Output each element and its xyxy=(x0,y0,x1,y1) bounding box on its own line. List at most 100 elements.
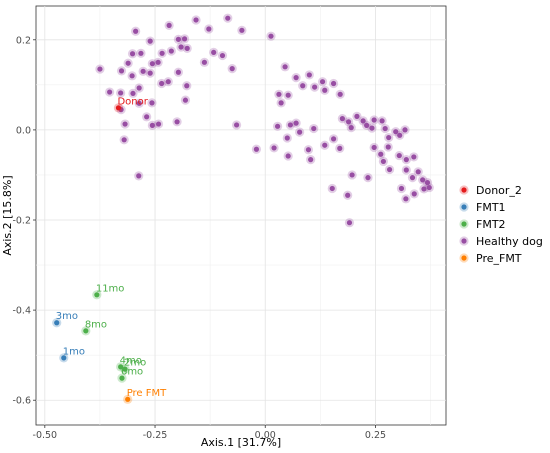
data-point xyxy=(211,49,217,56)
data-point xyxy=(285,153,291,159)
point-label: 1mo xyxy=(63,346,85,357)
data-point xyxy=(411,154,417,160)
data-point xyxy=(409,175,416,181)
data-point xyxy=(140,68,146,74)
data-point xyxy=(107,89,113,95)
data-points xyxy=(52,13,434,404)
x-axis-title: Axis.1 [31.7%] xyxy=(201,436,281,449)
x-tick-label: -0.50 xyxy=(33,430,58,441)
data-point xyxy=(138,50,144,56)
data-point xyxy=(396,152,402,159)
data-point xyxy=(253,146,260,152)
data-point xyxy=(380,158,386,165)
data-point xyxy=(398,185,405,192)
data-point xyxy=(83,328,89,334)
data-point xyxy=(426,184,432,191)
data-point xyxy=(421,186,427,192)
data-point xyxy=(94,292,100,298)
data-point xyxy=(386,134,392,141)
x-axis-ticks: -0.50 -0.25 0.00 0.25 xyxy=(33,425,386,441)
data-point xyxy=(159,50,165,56)
x-tick-label: 0.25 xyxy=(365,430,386,441)
data-point xyxy=(382,125,388,132)
data-point xyxy=(403,196,409,202)
data-point xyxy=(403,157,409,163)
data-point xyxy=(54,320,60,326)
data-point xyxy=(174,119,180,125)
data-point xyxy=(201,59,208,65)
data-point xyxy=(300,83,306,89)
data-point xyxy=(130,90,136,97)
major-gridlines xyxy=(36,6,446,425)
data-point xyxy=(184,45,190,51)
data-point xyxy=(402,127,408,133)
data-point xyxy=(293,75,299,81)
data-point xyxy=(415,169,421,175)
data-point xyxy=(175,69,181,75)
data-point xyxy=(219,52,226,59)
data-point xyxy=(61,355,67,361)
data-point xyxy=(144,114,150,120)
data-point xyxy=(166,22,172,28)
data-point xyxy=(268,33,274,39)
data-point xyxy=(403,167,409,173)
data-point xyxy=(346,220,353,226)
legend-key xyxy=(461,221,467,227)
data-point xyxy=(181,36,188,42)
legend-label: Healthy dog xyxy=(476,235,543,248)
data-point xyxy=(385,144,391,150)
data-point xyxy=(115,105,122,111)
data-point xyxy=(293,120,299,126)
data-point xyxy=(184,83,190,89)
data-point xyxy=(149,61,155,67)
y-axis-ticks: 0.2 0.0 -0.2 -0.4 -0.6 xyxy=(12,35,36,407)
data-point xyxy=(276,91,282,97)
data-point xyxy=(330,136,337,142)
point-label: 2mo xyxy=(124,358,146,369)
data-point xyxy=(274,123,281,129)
data-point xyxy=(424,180,431,186)
data-point xyxy=(147,38,153,44)
data-point xyxy=(233,122,240,128)
data-point xyxy=(369,125,375,131)
point-label: 3mo xyxy=(56,311,78,322)
data-point xyxy=(159,80,165,87)
data-point xyxy=(193,17,199,23)
point-label: 11mo xyxy=(96,283,125,294)
data-point xyxy=(155,121,162,127)
data-point xyxy=(297,129,303,135)
data-point xyxy=(271,145,277,151)
data-point xyxy=(337,91,343,97)
data-point xyxy=(311,125,317,132)
point-label: 6mo xyxy=(121,367,143,378)
y-tick-label: -0.6 xyxy=(12,396,31,407)
data-point xyxy=(393,129,399,135)
data-point xyxy=(339,116,345,122)
data-point xyxy=(175,36,181,42)
y-tick-label: -0.2 xyxy=(12,216,31,227)
data-point xyxy=(308,157,314,163)
data-point xyxy=(155,59,161,65)
legend-key xyxy=(461,187,467,193)
legend-label: Pre_FMT xyxy=(476,252,522,265)
legend-key xyxy=(461,204,467,210)
data-point xyxy=(282,64,288,70)
data-point xyxy=(122,366,128,372)
data-point xyxy=(149,100,155,106)
data-point xyxy=(322,87,328,93)
legend-key xyxy=(461,238,467,244)
point-label: 4mo xyxy=(120,355,142,366)
data-point xyxy=(349,172,355,178)
data-point xyxy=(168,48,174,54)
data-point xyxy=(125,396,131,402)
data-point xyxy=(379,118,385,124)
data-point xyxy=(287,122,293,128)
data-point xyxy=(319,79,326,85)
x-tick-label: -0.25 xyxy=(143,430,168,441)
data-point xyxy=(136,100,142,106)
data-point xyxy=(136,85,142,91)
legend-label: FMT1 xyxy=(476,201,506,214)
data-point xyxy=(306,72,312,78)
